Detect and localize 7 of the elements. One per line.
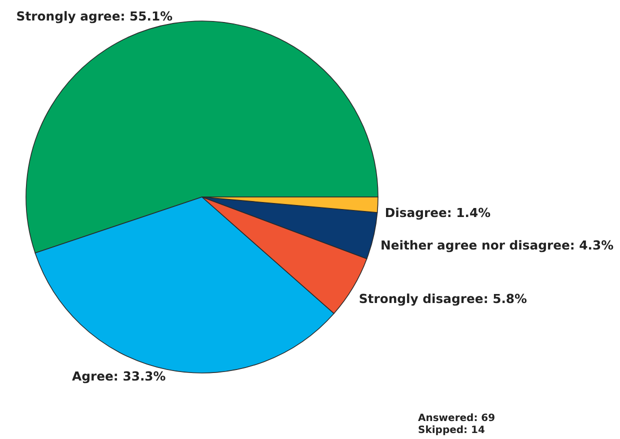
slice-label: Strongly agree: 55.1% <box>16 8 174 24</box>
slice-label: Agree: 33.3% <box>72 368 166 384</box>
slice-label: Disagree: 1.4% <box>384 205 492 220</box>
text: Answered: 69 <box>418 413 496 424</box>
slice-label: Strongly disagree: 5.8% <box>358 291 528 306</box>
text: Skipped: 14 <box>418 425 485 436</box>
slice-label: Neither agree nor disagree: 4.3% <box>380 238 614 253</box>
